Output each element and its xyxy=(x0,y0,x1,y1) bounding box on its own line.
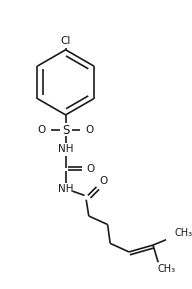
Text: CH₃: CH₃ xyxy=(158,264,176,274)
Text: O: O xyxy=(85,125,94,135)
Text: O: O xyxy=(37,125,46,135)
Text: S: S xyxy=(62,124,69,137)
Text: NH: NH xyxy=(58,144,73,154)
Text: O: O xyxy=(99,176,108,186)
Text: NH: NH xyxy=(58,184,73,194)
Text: Cl: Cl xyxy=(60,36,71,46)
Text: CH₃: CH₃ xyxy=(175,228,192,238)
Text: O: O xyxy=(86,164,95,174)
